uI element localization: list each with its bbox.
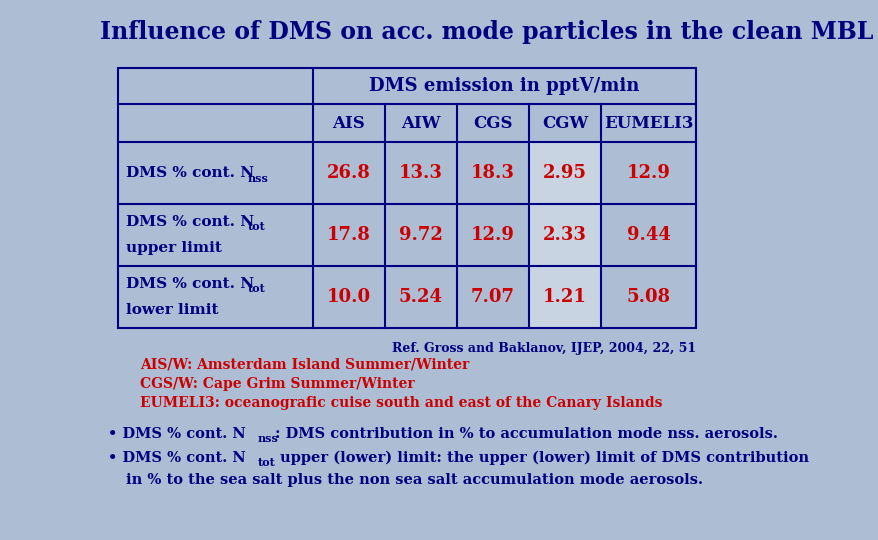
Text: in % to the sea salt plus the non sea salt accumulation mode aerosols.: in % to the sea salt plus the non sea sa… xyxy=(126,473,702,487)
Text: 2.95: 2.95 xyxy=(543,164,587,182)
Text: 9.44: 9.44 xyxy=(626,226,670,244)
Text: 12.9: 12.9 xyxy=(471,226,515,244)
Text: AIS/W: Amsterdam Island Summer/Winter: AIS/W: Amsterdam Island Summer/Winter xyxy=(140,358,469,372)
Text: tot: tot xyxy=(248,284,265,294)
Text: : DMS contribution in % to accumulation mode nss. aerosols.: : DMS contribution in % to accumulation … xyxy=(275,427,777,441)
Text: • DMS % cont. N: • DMS % cont. N xyxy=(108,451,246,465)
Text: upper (lower) limit: the upper (lower) limit of DMS contribution: upper (lower) limit: the upper (lower) l… xyxy=(275,451,808,465)
Text: 12.9: 12.9 xyxy=(626,164,670,182)
Text: 18.3: 18.3 xyxy=(471,164,515,182)
Bar xyxy=(529,142,601,204)
Text: 26.8: 26.8 xyxy=(327,164,371,182)
Text: DMS % cont. N: DMS % cont. N xyxy=(126,166,254,180)
Text: • DMS % cont. N: • DMS % cont. N xyxy=(108,427,246,441)
Text: 7.07: 7.07 xyxy=(471,288,515,306)
Text: DMS % cont. N: DMS % cont. N xyxy=(126,277,254,291)
Text: 10.0: 10.0 xyxy=(327,288,371,306)
Text: 13.3: 13.3 xyxy=(399,164,443,182)
Text: 1.21: 1.21 xyxy=(543,288,587,306)
Text: EUMELI3: oceanografic cuise south and east of the Canary Islands: EUMELI3: oceanografic cuise south and ea… xyxy=(140,396,662,410)
Text: 5.08: 5.08 xyxy=(626,288,670,306)
Text: 5.24: 5.24 xyxy=(399,288,443,306)
Bar xyxy=(529,266,601,328)
Text: DMS % cont. N: DMS % cont. N xyxy=(126,215,254,229)
Bar xyxy=(118,68,695,328)
Text: Ref. Gross and Baklanov, IJEP, 2004, 22, 51: Ref. Gross and Baklanov, IJEP, 2004, 22,… xyxy=(392,342,695,355)
Bar xyxy=(529,204,601,266)
Text: nss: nss xyxy=(248,172,269,184)
Text: EUMELI3: EUMELI3 xyxy=(603,114,693,132)
Text: DMS emission in pptV/min: DMS emission in pptV/min xyxy=(369,77,639,95)
Text: 9.72: 9.72 xyxy=(399,226,443,244)
Text: CGS: CGS xyxy=(472,114,512,132)
Text: Influence of DMS on acc. mode particles in the clean MBL: Influence of DMS on acc. mode particles … xyxy=(100,20,873,44)
Text: CGS/W: Cape Grim Summer/Winter: CGS/W: Cape Grim Summer/Winter xyxy=(140,377,414,391)
Text: upper limit: upper limit xyxy=(126,241,221,255)
Text: tot: tot xyxy=(248,221,265,233)
Text: 17.8: 17.8 xyxy=(327,226,371,244)
Text: lower limit: lower limit xyxy=(126,303,219,317)
Text: AIW: AIW xyxy=(400,114,440,132)
Text: nss: nss xyxy=(258,433,278,444)
Text: AIS: AIS xyxy=(332,114,365,132)
Text: CGW: CGW xyxy=(541,114,587,132)
Text: 2.33: 2.33 xyxy=(543,226,587,244)
Text: tot: tot xyxy=(258,457,276,468)
